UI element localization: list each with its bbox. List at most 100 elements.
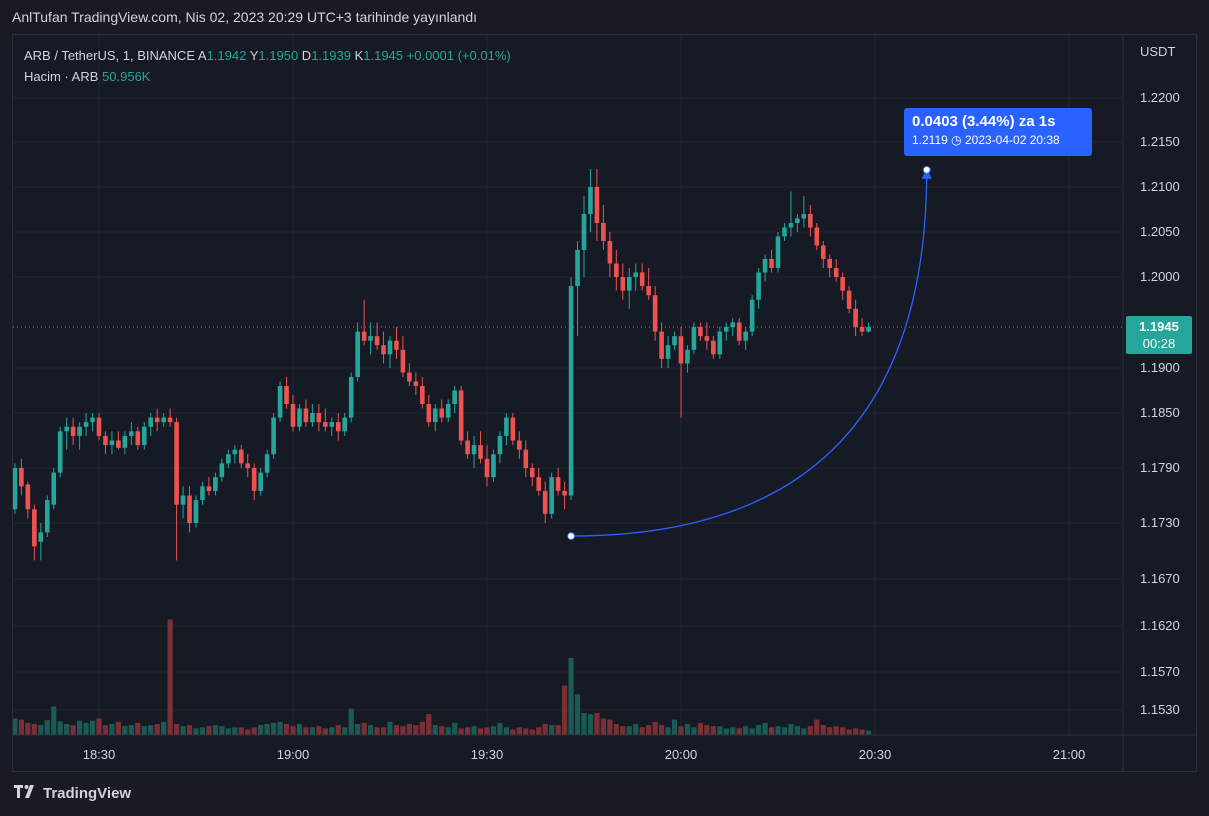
candle-body — [491, 454, 496, 478]
candle-body — [135, 431, 141, 446]
volume-bar — [400, 726, 406, 735]
candle — [471, 435, 477, 468]
candle — [827, 254, 833, 277]
open-label: A — [197, 48, 207, 63]
volume-bar — [167, 619, 173, 735]
measure-tooltip[interactable]: 0.0403 (3.44%) za 1s 1.2119 ◷ 2023-04-02… — [904, 108, 1092, 156]
volume-bar — [600, 718, 606, 735]
candle — [141, 422, 147, 450]
candle — [536, 468, 542, 496]
volume-bar — [406, 724, 412, 735]
volume-bar — [309, 727, 315, 735]
open-value: 1.1942 — [206, 48, 247, 63]
candle-body — [814, 227, 820, 246]
candle-body — [129, 431, 134, 436]
high-label: Y — [249, 48, 259, 63]
candle — [303, 399, 309, 427]
x-tick-label: 19:30 — [471, 747, 504, 762]
close-label: K — [354, 48, 364, 63]
volume-bar — [303, 727, 309, 735]
volume-bar — [659, 725, 665, 735]
volume-bar — [25, 722, 31, 735]
volume-bar — [710, 726, 716, 735]
candle-body — [297, 408, 302, 427]
candle-body — [820, 245, 826, 259]
volume-bar — [471, 726, 477, 735]
candle — [743, 327, 748, 350]
candle-body — [788, 223, 794, 228]
volume-bar — [717, 726, 723, 735]
candle — [665, 336, 671, 368]
candle-body — [116, 440, 121, 448]
candle — [174, 417, 179, 561]
candle — [232, 445, 238, 464]
candle-body — [271, 417, 276, 455]
volume-bar — [322, 728, 328, 735]
volume-bar — [329, 727, 335, 735]
candle-body — [698, 327, 703, 337]
candle — [601, 205, 606, 250]
candle-body — [264, 454, 270, 473]
candle-body — [478, 445, 483, 459]
x-tick-label: 21:00 — [1053, 747, 1086, 762]
candle-body — [523, 449, 529, 468]
candle — [555, 468, 561, 496]
candle-body — [90, 417, 95, 423]
candle-body — [387, 340, 393, 355]
candle — [206, 477, 212, 496]
volume-bar — [109, 724, 115, 735]
volume-bar — [756, 725, 762, 735]
volume-bar — [794, 726, 800, 735]
candle-body — [471, 445, 477, 455]
volume-bar — [148, 725, 154, 735]
candle-body — [83, 422, 89, 427]
volume-bar — [859, 729, 865, 735]
volume-bar — [865, 730, 872, 735]
chart-frame[interactable]: 1.2200 1.2150 1.2100 1.2050 1.2000 1.1900 1.18… — [12, 34, 1197, 772]
volume-bar — [665, 727, 671, 735]
candle — [432, 404, 438, 432]
candle — [154, 408, 160, 432]
tradingview-brand-text: TradingView — [43, 785, 132, 802]
candle — [510, 413, 516, 446]
published-header: AnlTufan TradingView.com, Nis 02, 2023 2… — [12, 9, 477, 25]
volume-bar — [743, 726, 749, 735]
candle — [426, 395, 432, 427]
volume-bar — [335, 725, 341, 735]
volume-bar — [290, 726, 296, 735]
symbol-label[interactable]: ARB / TetherUS, 1, BINANCE — [24, 48, 195, 63]
candle-body — [420, 386, 425, 404]
candle — [491, 449, 496, 482]
y-tick-label: 1.2100 — [1140, 179, 1180, 194]
candle-body — [368, 336, 373, 341]
measure-start-point — [567, 532, 576, 541]
candle-body — [342, 417, 348, 432]
candle-body — [154, 417, 160, 423]
candle — [594, 169, 600, 241]
candle-body — [549, 477, 554, 514]
volume-bar — [484, 727, 490, 735]
volume-bar — [154, 724, 160, 735]
candle-body — [685, 349, 690, 364]
candle — [316, 404, 322, 432]
x-tick-label: 18:30 — [83, 747, 116, 762]
candle — [245, 454, 251, 478]
candle-body — [103, 435, 108, 446]
measure-change: 0.0403 (3.44%) za 1s — [912, 113, 1056, 130]
candle-body — [646, 286, 651, 296]
candle — [348, 372, 354, 423]
candle-body — [290, 404, 296, 427]
tradingview-brand[interactable]: TradingView — [14, 785, 131, 802]
volume-label[interactable]: Hacim · ARB — [24, 69, 99, 84]
bar-countdown: 00:28 — [1142, 336, 1176, 351]
candle — [866, 322, 871, 333]
y-tick-label: 1.2050 — [1140, 224, 1180, 239]
volume-bar — [180, 726, 186, 735]
candle — [756, 268, 761, 309]
candle — [90, 413, 95, 432]
candle-body — [161, 417, 166, 423]
candle-body — [846, 290, 852, 309]
candle — [103, 431, 108, 455]
candlestick-chart[interactable]: 1.2200 1.2150 1.2100 1.2050 1.2000 1.1900 1.18… — [13, 35, 1196, 771]
candle — [749, 295, 755, 337]
